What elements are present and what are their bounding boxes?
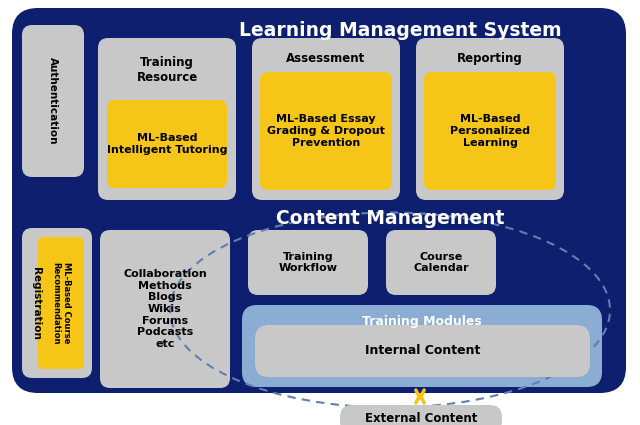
Text: Reporting: Reporting [457,51,523,65]
Text: ML-Based Course
Recommendation: ML-Based Course Recommendation [51,262,70,344]
FancyBboxPatch shape [255,325,590,377]
FancyBboxPatch shape [260,72,392,190]
FancyBboxPatch shape [248,230,368,295]
Text: External Content: External Content [365,413,477,425]
FancyBboxPatch shape [98,38,236,200]
Text: Training
Resource: Training Resource [136,56,198,84]
Text: Assessment: Assessment [286,51,365,65]
Text: Registration: Registration [31,266,41,340]
Text: Internal Content: Internal Content [365,345,480,357]
Text: Training Modules: Training Modules [362,314,482,328]
FancyBboxPatch shape [22,228,92,378]
FancyBboxPatch shape [424,72,556,190]
FancyBboxPatch shape [252,38,400,200]
FancyBboxPatch shape [340,405,502,425]
Text: Collaboration
Methods
Blogs
Wikis
Forums
Podcasts
etc: Collaboration Methods Blogs Wikis Forums… [123,269,207,349]
Text: ML-Based Essay
Grading & Dropout
Prevention: ML-Based Essay Grading & Dropout Prevent… [267,114,385,147]
Text: Content Management: Content Management [276,209,504,227]
FancyBboxPatch shape [242,305,602,387]
FancyBboxPatch shape [100,230,230,388]
Text: Training
Workflow: Training Workflow [278,252,337,273]
Text: ML-Based
Personalized
Learning: ML-Based Personalized Learning [450,114,530,147]
FancyBboxPatch shape [22,25,84,177]
FancyBboxPatch shape [416,38,564,200]
Text: Authentication: Authentication [48,57,58,145]
FancyBboxPatch shape [38,237,84,369]
Text: Course
Calendar: Course Calendar [413,252,469,273]
FancyBboxPatch shape [107,100,227,188]
FancyBboxPatch shape [12,8,626,393]
FancyBboxPatch shape [386,230,496,295]
Text: ML-Based
Intelligent Tutoring: ML-Based Intelligent Tutoring [107,133,227,155]
Text: Learning Management System: Learning Management System [239,20,561,40]
